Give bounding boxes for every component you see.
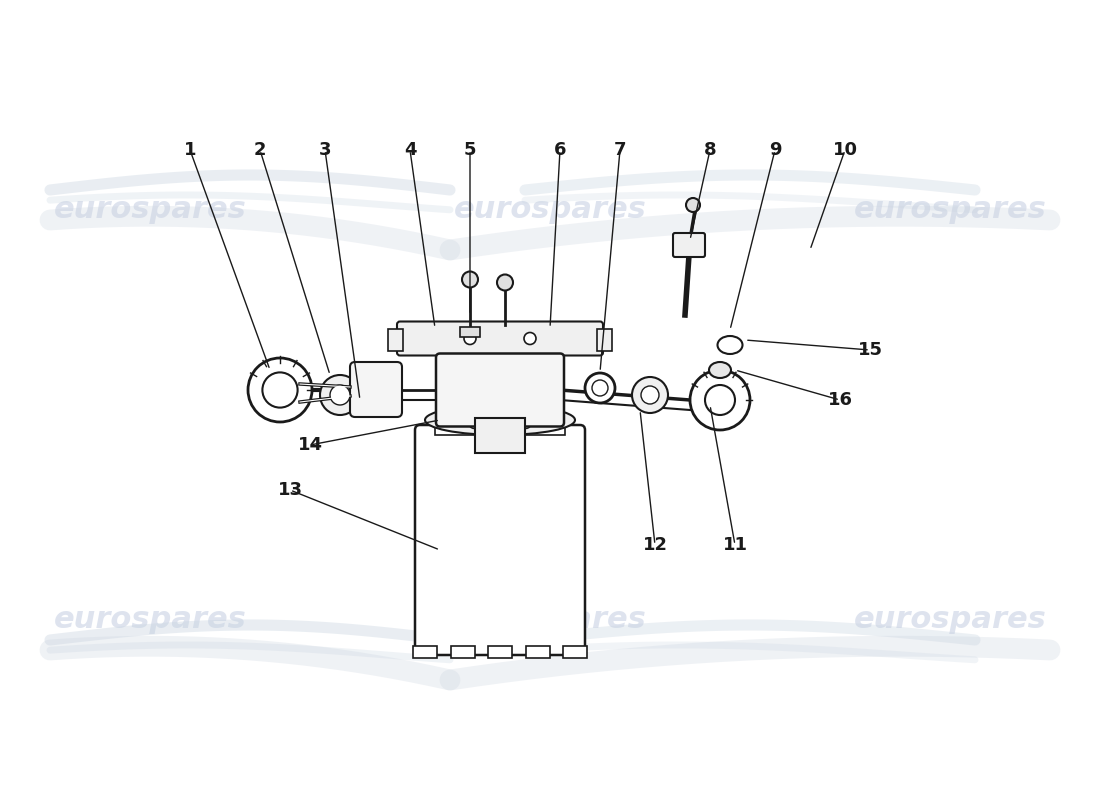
Bar [412, 646, 437, 658]
Text: eurospares: eurospares [854, 606, 1046, 634]
Text: 4: 4 [404, 141, 416, 159]
FancyBboxPatch shape [673, 233, 705, 257]
Circle shape [521, 418, 531, 429]
Circle shape [469, 411, 478, 422]
Bar [388, 329, 403, 350]
Text: 6: 6 [553, 141, 566, 159]
Text: 7: 7 [614, 141, 626, 159]
Circle shape [469, 418, 478, 429]
Text: eurospares: eurospares [54, 606, 246, 634]
Circle shape [690, 370, 750, 430]
Text: 8: 8 [704, 141, 716, 159]
Text: 10: 10 [833, 141, 858, 159]
FancyBboxPatch shape [350, 362, 402, 417]
Bar [451, 646, 474, 658]
Circle shape [585, 373, 615, 403]
Circle shape [592, 380, 608, 396]
Text: eurospares: eurospares [854, 195, 1046, 225]
Circle shape [488, 408, 512, 432]
Circle shape [263, 373, 298, 408]
Text: 12: 12 [642, 536, 668, 554]
Bar [526, 646, 550, 658]
Text: eurospares: eurospares [453, 195, 647, 225]
Circle shape [320, 375, 360, 415]
Circle shape [524, 333, 536, 345]
Bar [460, 326, 480, 337]
Ellipse shape [717, 336, 743, 354]
Text: eurospares: eurospares [54, 195, 246, 225]
Text: 5: 5 [464, 141, 476, 159]
Ellipse shape [710, 362, 732, 378]
Bar [488, 646, 512, 658]
Circle shape [632, 377, 668, 413]
Circle shape [495, 408, 505, 418]
Circle shape [495, 422, 505, 432]
Text: 2: 2 [254, 141, 266, 159]
Circle shape [641, 386, 659, 404]
Text: 9: 9 [769, 141, 781, 159]
FancyBboxPatch shape [436, 354, 564, 426]
Circle shape [521, 411, 531, 422]
Text: 3: 3 [319, 141, 331, 159]
Bar [475, 418, 525, 453]
Circle shape [686, 198, 700, 212]
Text: 11: 11 [723, 536, 748, 554]
Text: 15: 15 [858, 341, 882, 359]
Text: 16: 16 [827, 391, 853, 409]
Bar [597, 329, 612, 350]
Circle shape [248, 358, 312, 422]
Text: eurospares: eurospares [453, 606, 647, 634]
Bar [434, 420, 565, 435]
Circle shape [705, 385, 735, 415]
Text: 13: 13 [277, 481, 302, 499]
FancyBboxPatch shape [397, 322, 603, 355]
FancyBboxPatch shape [415, 425, 585, 655]
Circle shape [497, 274, 513, 290]
Ellipse shape [425, 405, 575, 435]
Circle shape [330, 385, 350, 405]
Circle shape [464, 333, 476, 345]
Circle shape [462, 271, 478, 287]
Bar [563, 646, 587, 658]
Text: 14: 14 [297, 436, 322, 454]
Text: 1: 1 [184, 141, 196, 159]
